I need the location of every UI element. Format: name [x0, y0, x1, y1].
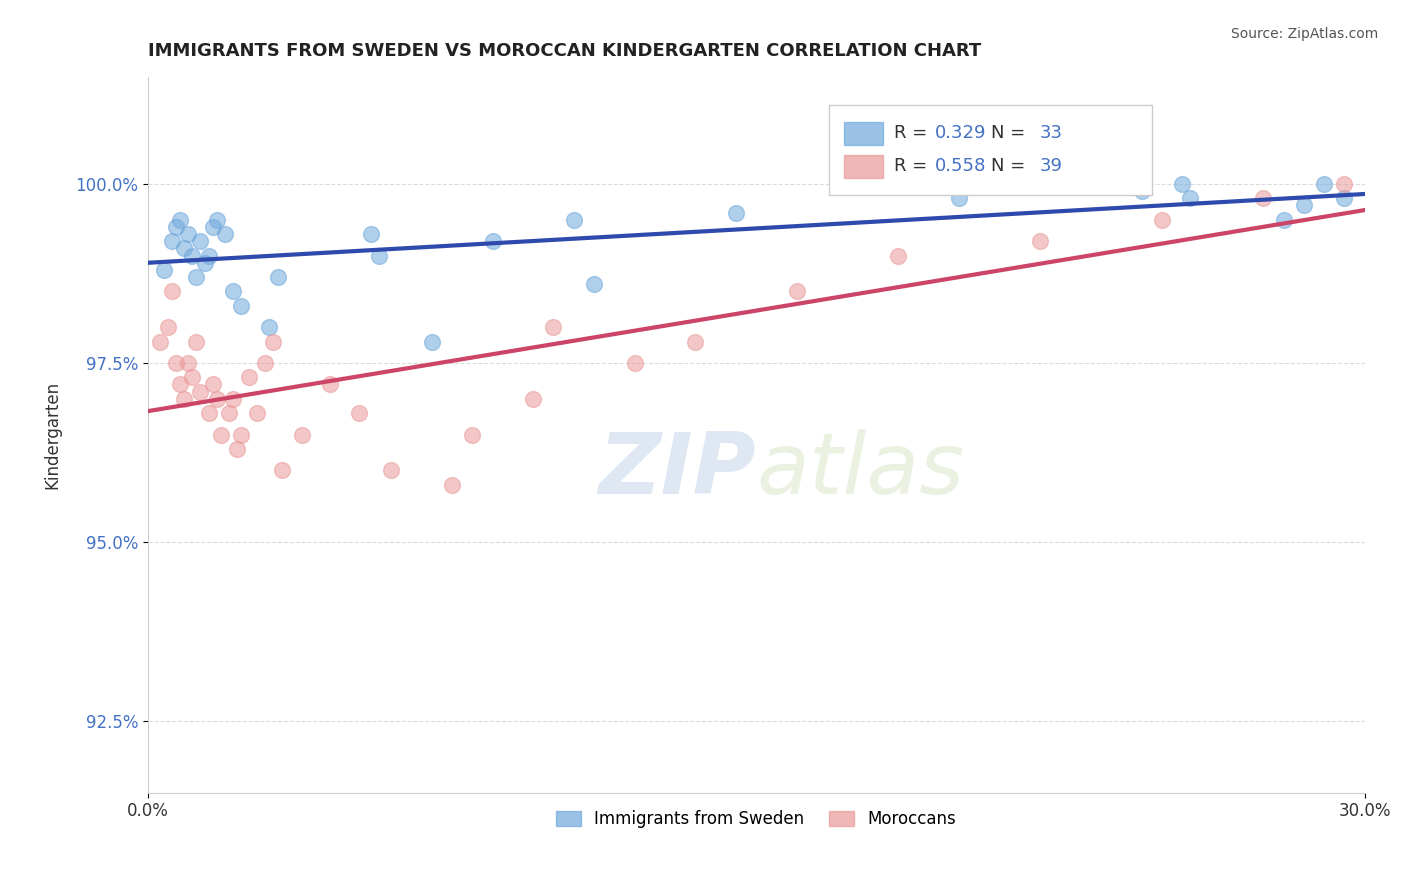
Point: [368, 249, 391, 263]
Point: [1253, 191, 1275, 205]
Point: [181, 249, 204, 263]
Text: IMMIGRANTS FROM SWEDEN VS MOROCCAN KINDERGARTEN CORRELATION CHART: IMMIGRANTS FROM SWEDEN VS MOROCCAN KINDE…: [148, 42, 981, 60]
Point: [193, 256, 215, 270]
Point: [481, 235, 503, 249]
Point: [160, 285, 183, 299]
Point: [522, 392, 544, 406]
Point: [229, 427, 252, 442]
Point: [229, 299, 252, 313]
Point: [201, 377, 224, 392]
Point: [254, 356, 277, 370]
Point: [165, 219, 187, 234]
Point: [543, 320, 565, 334]
Point: [420, 334, 443, 349]
Point: [948, 191, 970, 205]
Point: [319, 377, 342, 392]
Point: [1272, 212, 1295, 227]
Point: [156, 320, 179, 334]
Point: [186, 334, 208, 349]
Point: [1333, 191, 1355, 205]
Point: [209, 427, 232, 442]
Point: [259, 320, 281, 334]
Point: [169, 377, 191, 392]
Point: [177, 227, 200, 241]
Y-axis label: Kindergarten: Kindergarten: [44, 381, 60, 489]
Point: [214, 227, 236, 241]
Point: [226, 442, 249, 456]
Point: [205, 392, 228, 406]
FancyBboxPatch shape: [830, 105, 1152, 194]
Text: 39: 39: [1040, 157, 1063, 175]
Point: [263, 334, 285, 349]
Point: [201, 219, 224, 234]
Point: [291, 427, 314, 442]
FancyBboxPatch shape: [844, 155, 883, 178]
Legend: Immigrants from Sweden, Moroccans: Immigrants from Sweden, Moroccans: [550, 803, 963, 834]
Point: [177, 356, 200, 370]
Point: [1171, 177, 1194, 191]
Point: [347, 406, 370, 420]
Point: [1150, 212, 1173, 227]
Point: [222, 392, 245, 406]
Text: ZIP: ZIP: [599, 429, 756, 512]
Point: [887, 249, 910, 263]
Point: [1029, 235, 1052, 249]
Point: [786, 285, 808, 299]
Point: [218, 406, 240, 420]
Text: N =: N =: [991, 124, 1031, 142]
Point: [360, 227, 382, 241]
Point: [1130, 184, 1153, 198]
Point: [1292, 198, 1315, 212]
Point: [562, 212, 585, 227]
Text: 0.558: 0.558: [935, 157, 987, 175]
Text: 33: 33: [1040, 124, 1063, 142]
Text: Source: ZipAtlas.com: Source: ZipAtlas.com: [1230, 27, 1378, 41]
Point: [197, 249, 219, 263]
FancyBboxPatch shape: [844, 122, 883, 145]
Point: [190, 235, 212, 249]
Text: 0.329: 0.329: [935, 124, 987, 142]
Point: [440, 477, 463, 491]
Point: [582, 277, 605, 292]
Point: [380, 463, 402, 477]
Point: [173, 392, 195, 406]
Text: N =: N =: [991, 157, 1031, 175]
Point: [246, 406, 269, 420]
Point: [1313, 177, 1336, 191]
Point: [1333, 177, 1355, 191]
Point: [623, 356, 645, 370]
Point: [724, 205, 747, 219]
Point: [181, 370, 204, 384]
Text: atlas: atlas: [756, 429, 965, 512]
Point: [197, 406, 219, 420]
Point: [270, 463, 292, 477]
Text: R =: R =: [894, 157, 932, 175]
Point: [165, 356, 187, 370]
Point: [685, 334, 707, 349]
Text: R =: R =: [894, 124, 932, 142]
Point: [461, 427, 484, 442]
Point: [169, 212, 191, 227]
Point: [205, 212, 228, 227]
Point: [222, 285, 245, 299]
Point: [153, 263, 176, 277]
Point: [190, 384, 212, 399]
Point: [160, 235, 183, 249]
Point: [238, 370, 260, 384]
Point: [1180, 191, 1202, 205]
Point: [186, 270, 208, 285]
Point: [266, 270, 288, 285]
Point: [173, 242, 195, 256]
Point: [149, 334, 172, 349]
